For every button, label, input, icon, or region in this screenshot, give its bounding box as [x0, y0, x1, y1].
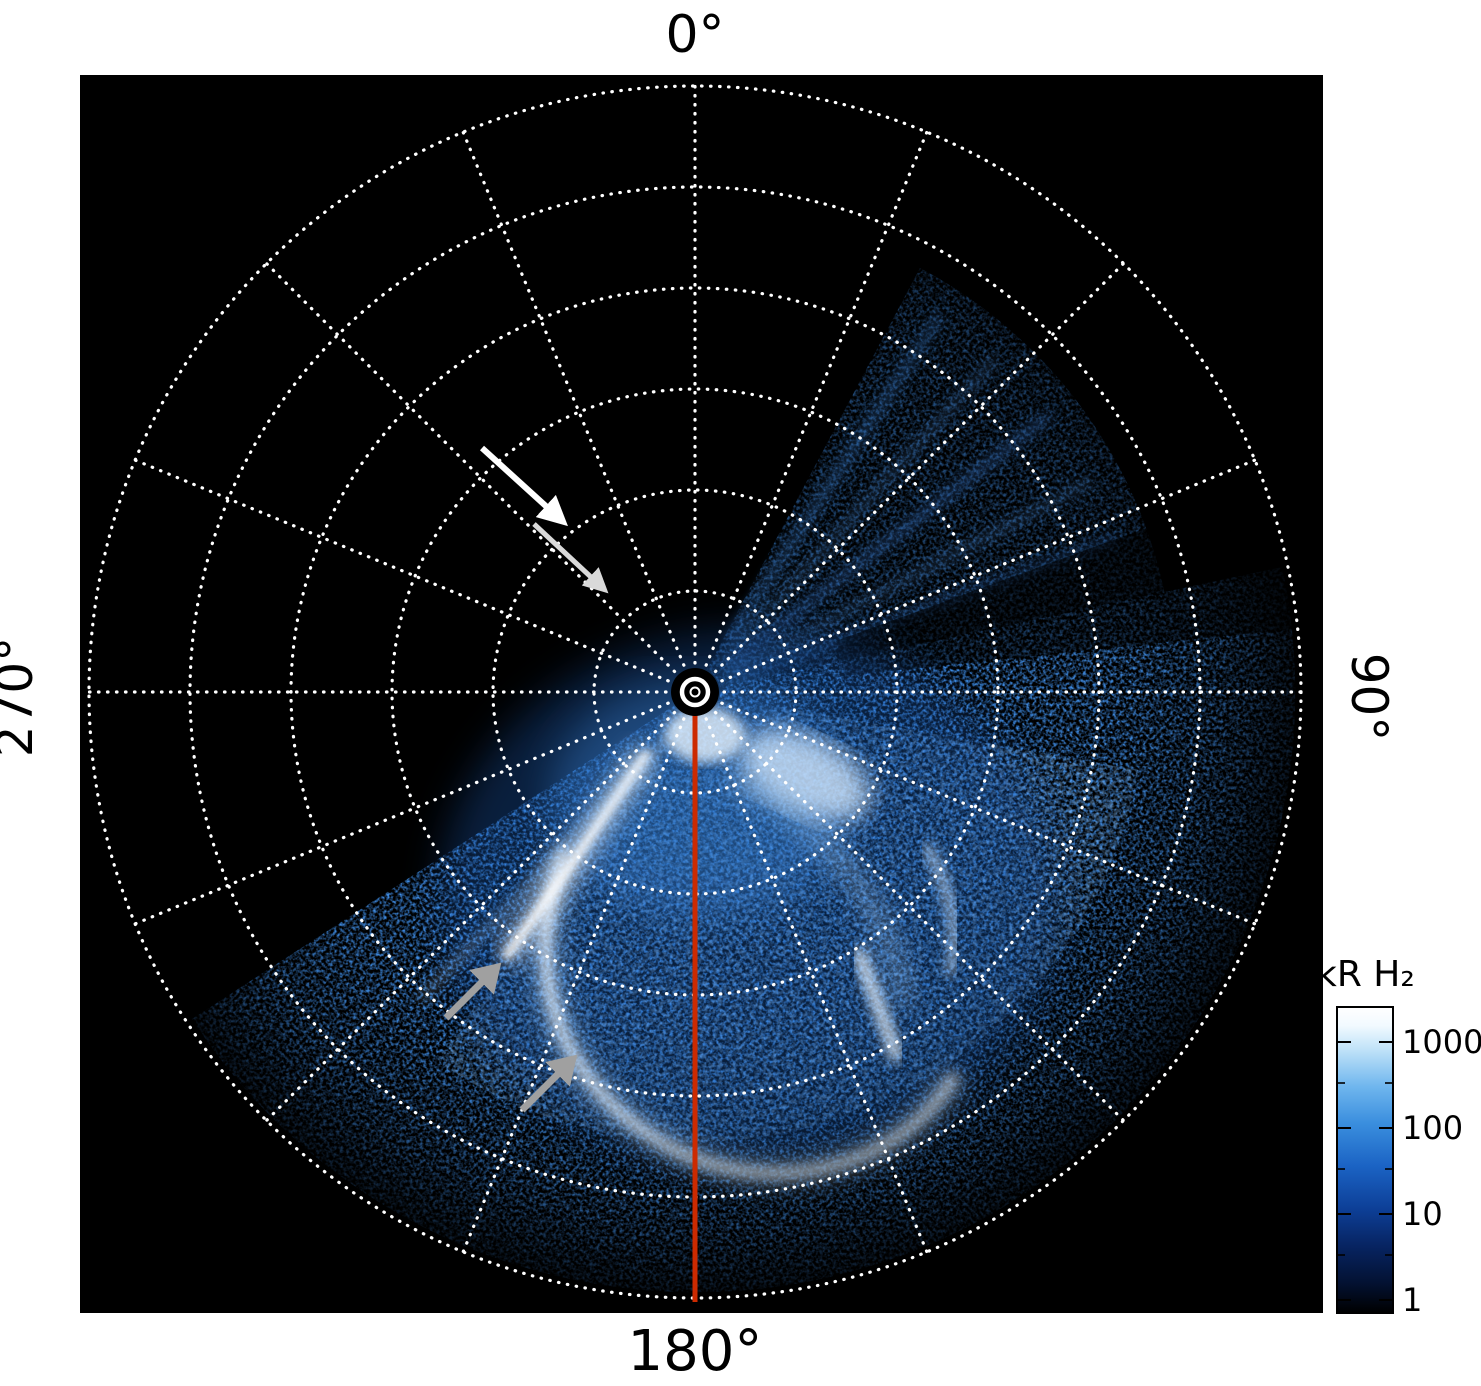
colorbar-tick-label: 1 — [1402, 1281, 1422, 1319]
jagged-edge-line — [418, 703, 702, 1002]
bright-arc-core — [541, 848, 959, 1178]
colorbar-title: kR H₂ — [1316, 954, 1415, 995]
angle-label-top: 0° — [665, 5, 724, 65]
bright-streak-b — [851, 947, 905, 1063]
grid-radial-line — [711, 458, 1257, 686]
center-inner-ring — [689, 686, 701, 698]
grid-radial-line — [707, 704, 1126, 1123]
gray-arrow-2 — [519, 1054, 578, 1113]
colorbar-tick-label: 100 — [1402, 1109, 1463, 1147]
grid-radial-line — [701, 130, 929, 676]
grid-circle — [289, 286, 1101, 1098]
angle-label-bottom: 180° — [628, 1319, 763, 1384]
colorbar-tick-label: 10 — [1402, 1195, 1443, 1233]
colorbar-major-ticks — [1337, 1041, 1393, 1301]
grid-radial-line — [461, 708, 689, 1254]
grid-radial-line — [707, 261, 1126, 680]
center-outer-ring — [679, 676, 711, 708]
inner-arc-d — [727, 773, 912, 1007]
grid-radial-line — [264, 704, 683, 1123]
angle-label-right: 90° — [1340, 653, 1398, 742]
annotation-arrows — [443, 445, 609, 1113]
white-arrow-2 — [532, 522, 609, 594]
grid-radial-line — [133, 458, 679, 686]
grid-radial-line — [711, 698, 1257, 926]
colorbar-tick-label: 1000 — [1402, 1023, 1481, 1061]
colorbar-gradient — [1336, 1006, 1394, 1314]
grid-radial-line — [133, 698, 679, 926]
white-arrow-1 — [479, 445, 568, 527]
gray-arrow-1 — [443, 962, 502, 1021]
grid-radial-line — [701, 708, 929, 1254]
pole-center-mark — [671, 668, 719, 716]
colorbar-minor-ticks — [1337, 1082, 1393, 1256]
center-bright-blob — [665, 707, 745, 763]
emission-dark-band — [836, 487, 1292, 676]
bright-arc-c — [921, 842, 959, 976]
angle-label-left: 270° — [0, 637, 44, 757]
grid-radial-line — [264, 261, 683, 680]
grid-radial-line — [461, 130, 689, 676]
colorbar: kR H₂ 1000 100 10 1 — [1316, 954, 1481, 1319]
polar-grid — [87, 84, 1303, 1300]
